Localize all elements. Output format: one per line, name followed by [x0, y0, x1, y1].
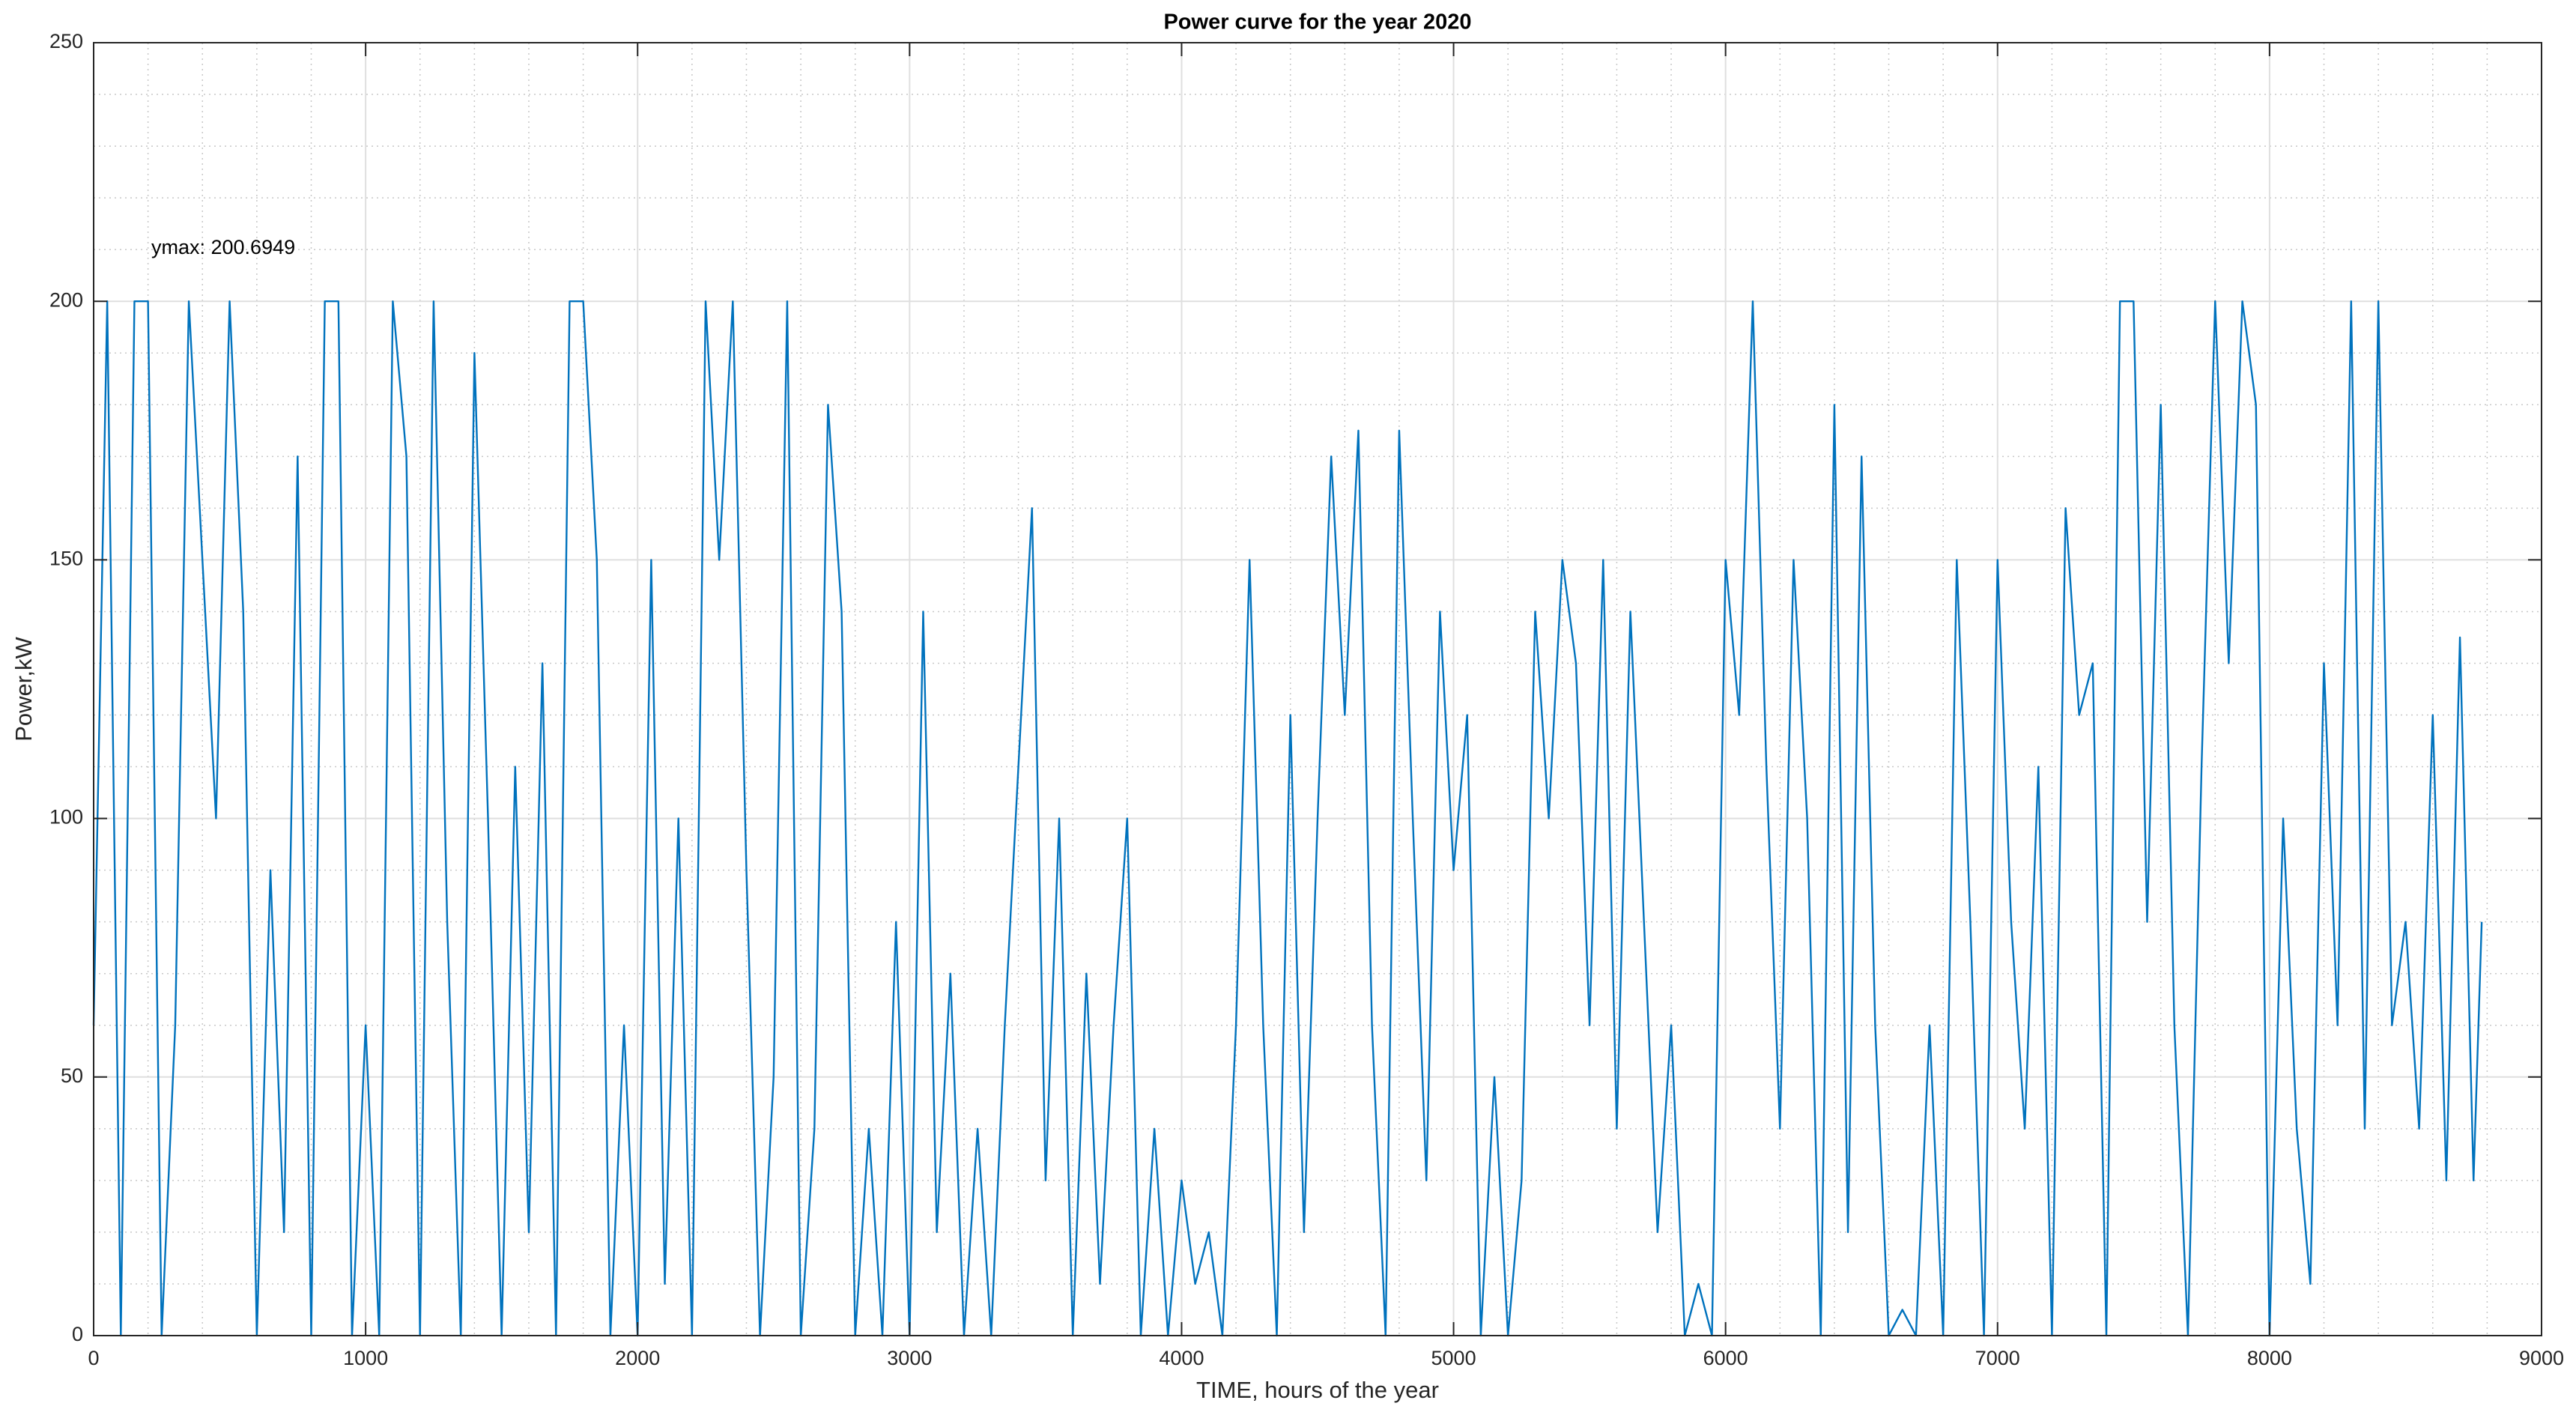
- chart-title: Power curve for the year 2020: [1163, 10, 1471, 34]
- x-tick-label: 8000: [2247, 1347, 2292, 1369]
- data-line: [92, 300, 2483, 1337]
- y-tick-label: 250: [49, 30, 83, 52]
- x-tick-label: 7000: [1975, 1347, 2020, 1369]
- y-axis-label: Power,kW: [10, 636, 37, 741]
- plot-area: [92, 300, 2483, 1337]
- x-tick-label: 1000: [343, 1347, 388, 1369]
- x-axis-label: TIME, hours of the year: [1196, 1377, 1439, 1403]
- y-tick-label: 0: [72, 1323, 83, 1345]
- x-tick-label: 2000: [615, 1347, 660, 1369]
- x-tick-label: 4000: [1159, 1347, 1204, 1369]
- y-tick-label: 200: [49, 288, 83, 311]
- y-tick-label: 100: [49, 806, 83, 828]
- x-tick-label: 9000: [2519, 1347, 2564, 1369]
- x-tick-label: 5000: [1431, 1347, 1476, 1369]
- y-tick-label: 150: [49, 548, 83, 570]
- x-tick-label: 3000: [887, 1347, 932, 1369]
- annotation: ymax: 200.6949: [151, 236, 295, 258]
- axes-box: [93, 42, 2542, 1336]
- grid: [93, 42, 2542, 1336]
- x-tick-label: 0: [88, 1347, 99, 1369]
- axes: 0 1000 2000 3000 4000 5000 6000 7000 8000 9000 0 50…: [49, 30, 2564, 1369]
- x-tick-label: 6000: [1703, 1347, 1748, 1369]
- y-tick-label: 50: [61, 1064, 83, 1087]
